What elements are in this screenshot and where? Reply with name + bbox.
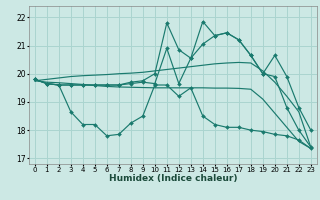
X-axis label: Humidex (Indice chaleur): Humidex (Indice chaleur) [108,174,237,183]
